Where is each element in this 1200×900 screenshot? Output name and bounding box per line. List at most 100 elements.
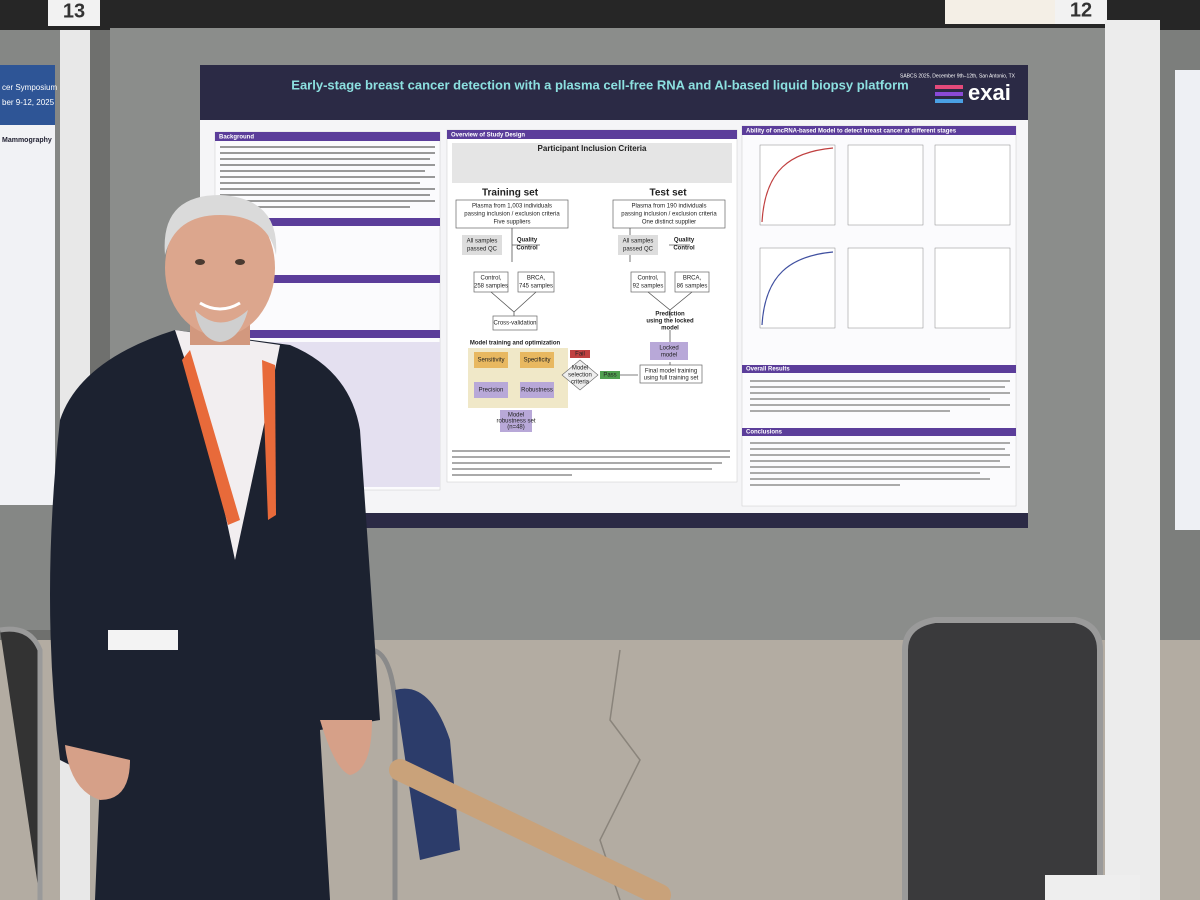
- flow-label: robustness set: [496, 419, 535, 425]
- flow-label: model: [661, 353, 677, 359]
- section-header: [215, 330, 440, 338]
- roc-curve: [761, 251, 834, 326]
- flow-label: Precision: [479, 388, 504, 394]
- flow-label: Model: [572, 366, 588, 372]
- flow-label: Robustness: [521, 388, 553, 394]
- person: [50, 195, 380, 900]
- sign: [945, 0, 1055, 24]
- flow-box: [612, 199, 726, 229]
- flow-label: criteria: [571, 380, 590, 386]
- section-header: [742, 126, 1016, 135]
- left-poster-text: ber 9-12, 2025: [2, 98, 55, 107]
- booth-sign: [1055, 0, 1107, 24]
- caption-text: [452, 450, 730, 476]
- flow-label: (n=48): [507, 425, 525, 431]
- left-poster-text: Mammography: [2, 137, 52, 144]
- flow-arrow: [490, 291, 693, 318]
- left-poster-text: cer Symposium: [2, 83, 57, 92]
- poster-header: [200, 65, 1028, 120]
- flow-label: Model training and optimization: [470, 341, 561, 347]
- section-header: [742, 428, 1016, 436]
- flow-label: Control: [516, 246, 538, 252]
- right-pillar: [1105, 20, 1160, 900]
- poster-logo: exai: [968, 80, 1011, 105]
- flow-label: passing inclusion / exclusion criteria: [464, 212, 560, 218]
- flow-label: Sensitivity: [477, 358, 504, 364]
- section-header: [215, 275, 440, 283]
- flow-label: passing inclusion / exclusion criteria: [621, 212, 717, 218]
- flow-box: [650, 342, 688, 360]
- flow-label: Pass: [603, 373, 616, 379]
- booth-number: 12: [1070, 0, 1092, 21]
- flow-label: Training set: [482, 188, 539, 199]
- flow-box: [474, 352, 508, 368]
- flow-label: passed QC: [467, 247, 498, 253]
- stage-plot: [847, 144, 924, 226]
- logo-bar: [935, 99, 963, 103]
- flow-label: Plasma from 190 individuals: [631, 204, 706, 210]
- flow-label: 92 samples: [633, 284, 664, 290]
- flow-label: One distinct supplier: [642, 220, 696, 226]
- flow-label: Specificity: [523, 358, 550, 364]
- flow-label: Plasma from 1,003 individuals: [472, 204, 552, 210]
- section-header: [215, 218, 440, 226]
- flow-label: BRCA,: [683, 276, 702, 282]
- flow-box: [462, 235, 502, 255]
- roc-curve: [761, 147, 834, 223]
- poster-footer: [200, 513, 1028, 528]
- logo-bar: [935, 85, 963, 89]
- paper: [1045, 875, 1140, 900]
- section-header: [215, 132, 440, 141]
- flow-label: Control: [673, 246, 695, 252]
- section-title: Conclusions: [746, 430, 783, 436]
- flow-label: passed QC: [623, 247, 654, 253]
- flow-label: Cross-validation: [493, 321, 536, 327]
- poster-title: Early-stage breast cancer detection with…: [291, 77, 908, 92]
- poster-meeting: SABCS 2025, December 9th–12th, San Anton…: [900, 73, 1016, 79]
- flow-label: Prediction: [655, 312, 685, 318]
- flow-label: Model: [508, 413, 524, 419]
- stage-plot: [847, 247, 924, 329]
- flow-label: using the locked: [646, 319, 694, 325]
- pass-tag: [600, 371, 620, 379]
- center-column: [446, 129, 738, 483]
- left-poster-header: [0, 65, 55, 125]
- flow-label: model: [661, 326, 679, 332]
- right-poster: [1175, 70, 1200, 530]
- section-header: [447, 130, 737, 139]
- stage-plot: [934, 144, 1011, 226]
- flow-box: [520, 352, 554, 368]
- flow-box: [455, 199, 569, 229]
- flow-label: Quality: [517, 238, 538, 244]
- body-text: [750, 380, 1010, 412]
- flow-label: 258 samples: [474, 284, 508, 290]
- section-header: [742, 365, 1016, 373]
- logo-bar: [935, 92, 963, 96]
- section-title: Background: [219, 135, 254, 141]
- flow-label: All samples: [467, 239, 498, 245]
- flow-label: 745 samples: [519, 284, 553, 290]
- section-title: Overall Results: [746, 367, 790, 373]
- flow-label: Quality: [674, 238, 695, 244]
- flow-label: Five suppliers: [493, 220, 530, 226]
- flow-label: selection: [568, 373, 592, 379]
- body-text: [220, 146, 435, 208]
- roc-plot: [759, 144, 836, 226]
- flow-box: [474, 382, 508, 398]
- poster-tube: [389, 759, 671, 900]
- decision-diamond: [561, 359, 599, 391]
- booth-number: 13: [63, 0, 85, 22]
- stage-plot: [934, 247, 1011, 329]
- booth-sign: [48, 0, 100, 26]
- flow-label: Final model training: [645, 369, 697, 375]
- flow-label: Control,: [480, 276, 501, 282]
- flow-label: using full training set: [644, 376, 699, 382]
- flow-label: All samples: [623, 239, 654, 245]
- section-title: Overview of Study Design: [451, 133, 525, 139]
- flow-label: Fail: [575, 352, 585, 358]
- flow-label: Participant Inclusion Criteria: [538, 144, 647, 153]
- flow-label: BRCA,: [527, 276, 546, 282]
- flow-box: [520, 382, 554, 398]
